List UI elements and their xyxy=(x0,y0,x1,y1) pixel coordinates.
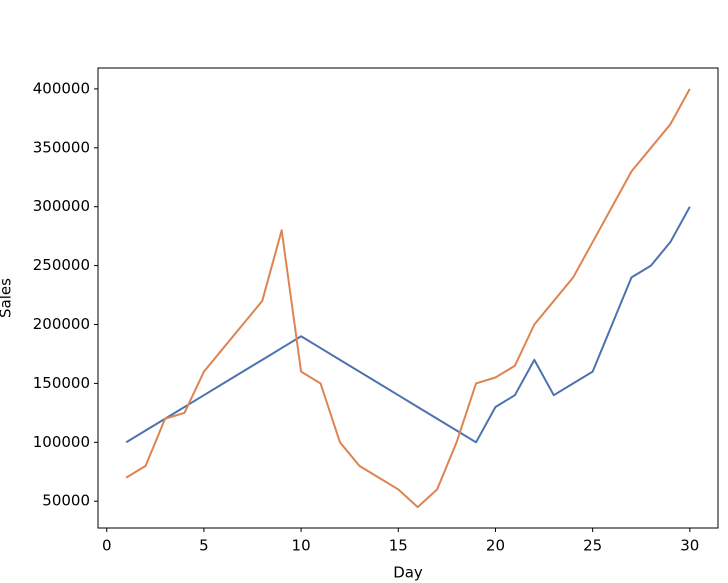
y-tick-label: 50000 xyxy=(42,492,90,510)
x-tick-label: 5 xyxy=(199,537,209,555)
y-axis-label: Sales xyxy=(0,278,15,318)
series-line xyxy=(125,206,691,444)
y-tick-label: 350000 xyxy=(33,138,90,156)
series-line xyxy=(125,88,691,509)
y-tick-label: 200000 xyxy=(33,315,90,333)
y-tick-label: 250000 xyxy=(33,256,90,274)
y-tick-label: 100000 xyxy=(33,433,90,451)
x-tick-label: 25 xyxy=(583,537,602,555)
x-axis-label: Day xyxy=(393,564,423,582)
x-tick-label: 10 xyxy=(292,537,311,555)
x-tick-label: 15 xyxy=(389,537,408,555)
plot-frame xyxy=(97,67,719,529)
y-tick-label: 300000 xyxy=(33,197,90,215)
y-tick-label: 150000 xyxy=(33,374,90,392)
y-tick-label: 400000 xyxy=(33,79,90,97)
x-tick-label: 0 xyxy=(102,537,112,555)
x-tick-label: 20 xyxy=(486,537,505,555)
x-tick-label: 30 xyxy=(680,537,699,555)
